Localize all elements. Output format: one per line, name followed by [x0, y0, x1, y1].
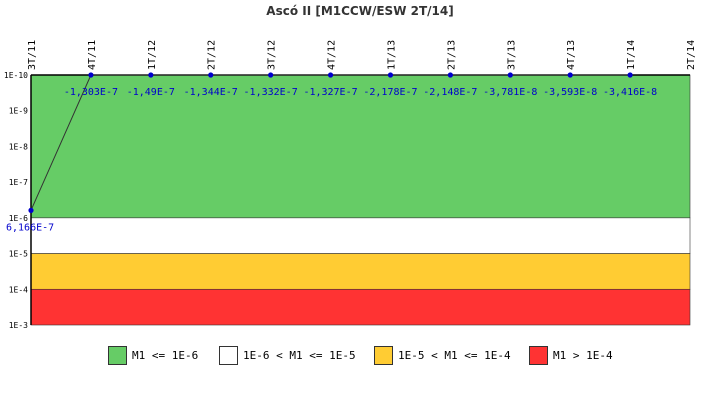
- legend-item-white: 1E-6 < M1 <= 1E-5: [219, 344, 356, 366]
- data-point: [148, 72, 154, 78]
- data-point: [627, 72, 633, 78]
- data-label: -1,344E-7: [184, 87, 238, 98]
- data-label: -1,327E-7: [303, 87, 357, 98]
- data-label: -3,416E-8: [603, 87, 657, 98]
- data-label: -3,781E-8: [483, 87, 537, 98]
- data-point: [387, 72, 394, 78]
- y-tick-label: 1E-4: [9, 285, 28, 294]
- x-tick-label: 3T/11: [27, 40, 38, 70]
- x-tick-label: 1T/12: [147, 40, 158, 70]
- legend-label-yellow: 1E-5 < M1 <= 1E-4: [398, 348, 511, 362]
- x-tick-label: 1T/14: [626, 40, 637, 70]
- x-tick-label: 1T/13: [386, 40, 397, 70]
- data-point: [447, 72, 453, 78]
- data-label: -3,593E-8: [543, 87, 597, 98]
- data-label: -1,49E-7: [127, 87, 175, 98]
- data-point: [507, 72, 513, 78]
- x-tick-label: 3T/12: [267, 40, 278, 70]
- x-tick-label: 2T/13: [446, 40, 457, 70]
- legend-item-green: M1 <= 1E-6: [108, 344, 198, 366]
- x-tick-label: 4T/12: [327, 40, 338, 70]
- data-label: -2,178E-7: [363, 87, 417, 98]
- chart-title: Ascó II [M1CCW/ESW 2T/14]: [266, 4, 453, 18]
- legend-label-red: M1 > 1E-4: [553, 348, 613, 362]
- data-label: -1,332E-7: [244, 87, 298, 98]
- y-tick-label: 1E-8: [9, 142, 28, 151]
- legend-swatch-red: [529, 345, 548, 365]
- y-tick-label: 1E-3: [9, 321, 28, 330]
- x-tick-label: 2T/14: [686, 40, 697, 70]
- legend-swatch-green: [108, 345, 127, 365]
- band-1: [30, 217, 691, 254]
- x-tick-label: 3T/13: [506, 40, 517, 70]
- x-tick-label: 2T/12: [207, 40, 218, 70]
- band-2: [30, 253, 691, 290]
- legend: M1 <= 1E-6 1E-6 < M1 <= 1E-5 1E-5 < M1 <…: [0, 344, 720, 368]
- data-point: [327, 72, 334, 78]
- legend-item-red: M1 > 1E-4: [529, 344, 613, 366]
- legend-label-white: 1E-6 < M1 <= 1E-5: [243, 348, 356, 362]
- band-3: [30, 288, 691, 326]
- y-tick-label: 1E-6: [9, 214, 28, 223]
- band-0: [30, 74, 691, 219]
- x-tick-label: 4T/13: [566, 40, 577, 70]
- legend-swatch-white: [219, 345, 238, 365]
- y-tick-label: 1E-9: [9, 107, 28, 116]
- y-tick-label: 1E-5: [9, 250, 28, 259]
- data-point: [208, 72, 214, 78]
- data-point: [28, 207, 34, 213]
- data-label: 6,166E-7: [6, 222, 54, 233]
- data-point: [88, 72, 94, 78]
- x-tick-label: 4T/11: [87, 40, 98, 70]
- legend-swatch-yellow: [374, 345, 393, 365]
- data-label: -1,303E-7: [64, 87, 118, 98]
- y-tick-label: 1E-10: [4, 71, 28, 80]
- data-point: [268, 72, 274, 78]
- legend-label-green: M1 <= 1E-6: [132, 348, 199, 362]
- data-point: [567, 72, 573, 78]
- y-tick-label: 1E-7: [9, 178, 28, 187]
- legend-item-yellow: 1E-5 < M1 <= 1E-4: [374, 344, 511, 366]
- data-label: -2,148E-7: [423, 87, 477, 98]
